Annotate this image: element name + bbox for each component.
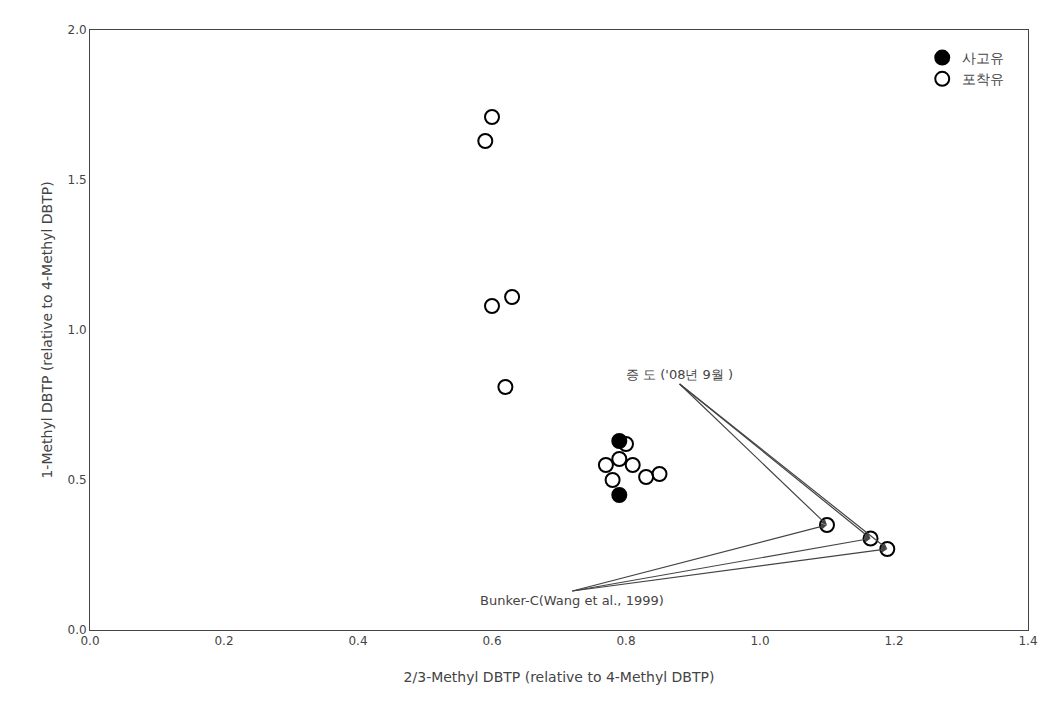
svg-text:증 도 ('08년 9월 ): 증 도 ('08년 9월 ) [626, 367, 733, 382]
svg-text:Bunker-C(Wang et al., 1999): Bunker-C(Wang et al., 1999) [480, 593, 664, 608]
svg-text:1.5: 1.5 [68, 173, 87, 187]
svg-text:0.4: 0.4 [348, 634, 367, 648]
svg-text:0.0: 0.0 [68, 623, 87, 637]
svg-text:0.5: 0.5 [68, 473, 87, 487]
svg-text:1-Methyl DBTP (relative to 4-M: 1-Methyl DBTP (relative to 4-Methyl DBTP… [39, 181, 55, 478]
svg-text:0.8: 0.8 [616, 634, 635, 648]
svg-text:2.0: 2.0 [68, 23, 87, 37]
svg-text:0.2: 0.2 [214, 634, 233, 648]
svg-text:1.4: 1.4 [1018, 634, 1037, 648]
svg-text:사고유: 사고유 [962, 50, 1004, 66]
svg-text:1.0: 1.0 [750, 634, 769, 648]
svg-text:포착유: 포착유 [962, 71, 1004, 87]
svg-text:0.6: 0.6 [482, 634, 501, 648]
svg-text:0.0: 0.0 [80, 634, 99, 648]
svg-text:1.0: 1.0 [68, 323, 87, 337]
svg-text:2/3-Methyl DBTP (relative to 4: 2/3-Methyl DBTP (relative to 4-Methyl DB… [404, 669, 715, 685]
svg-text:1.2: 1.2 [884, 634, 903, 648]
